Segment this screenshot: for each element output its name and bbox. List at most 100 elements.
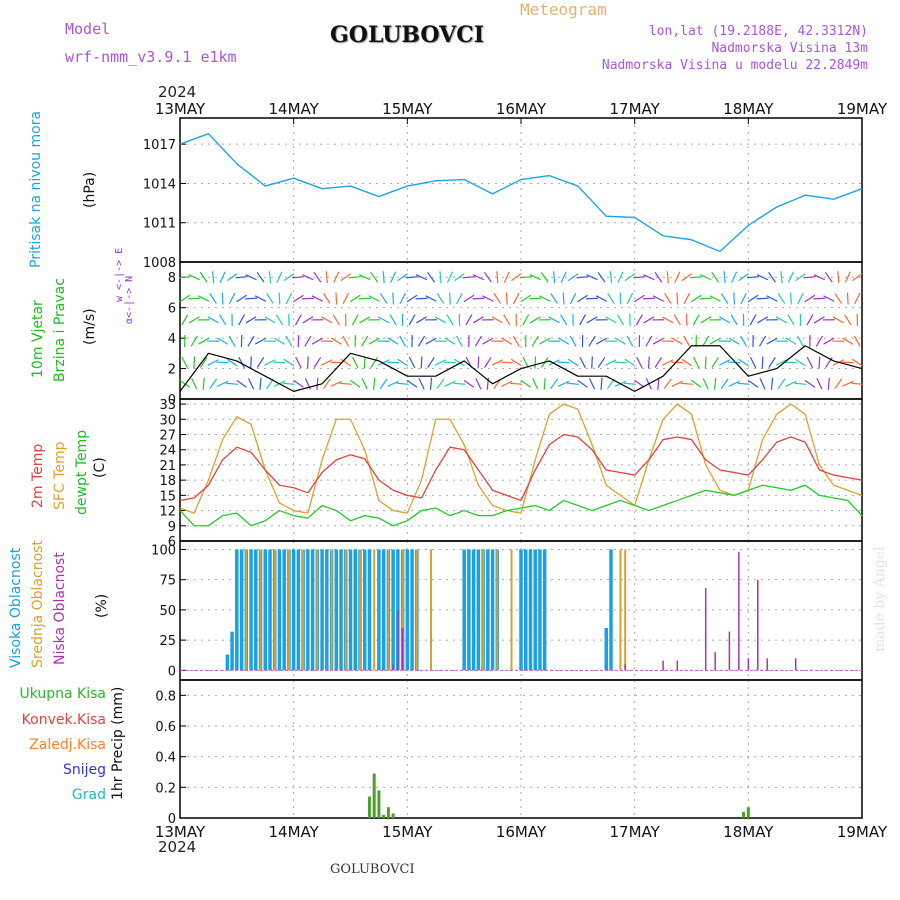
wind-barb bbox=[768, 357, 776, 368]
wind-ytick-label: 2 bbox=[168, 363, 176, 378]
cloud-bar-1 bbox=[387, 549, 390, 671]
wind-barb bbox=[247, 378, 255, 390]
wind-barb bbox=[787, 271, 795, 283]
wind-barb bbox=[283, 273, 295, 282]
temp-label-sfc: SFC Temp bbox=[52, 441, 68, 510]
year-top: 2024 bbox=[158, 83, 197, 101]
cloud-ytick-label: 100 bbox=[151, 543, 176, 558]
cloud-bar-0 bbox=[348, 549, 353, 671]
wind-barb bbox=[378, 359, 390, 366]
wind-barb bbox=[652, 337, 664, 345]
wind-barb bbox=[256, 357, 265, 368]
wind-barb bbox=[358, 297, 371, 300]
wind-barb bbox=[512, 335, 520, 347]
wind-barb bbox=[846, 292, 849, 305]
wind-barb bbox=[379, 378, 388, 390]
wind-barb bbox=[387, 361, 400, 364]
wind-barb bbox=[834, 378, 843, 390]
cloud-bar-0 bbox=[467, 549, 471, 671]
wind-barb bbox=[399, 292, 406, 305]
wind-barb bbox=[349, 379, 361, 388]
wind-barb bbox=[503, 314, 511, 326]
cloud-bar-2 bbox=[766, 658, 769, 671]
wind-barb bbox=[548, 359, 560, 366]
wind-barb bbox=[505, 292, 508, 305]
precip-bar bbox=[372, 773, 376, 818]
wind-barb bbox=[491, 359, 503, 366]
wind-barb bbox=[436, 378, 445, 390]
cloud-bar-0 bbox=[306, 549, 310, 671]
precip-ytick-label: 0.4 bbox=[155, 751, 176, 766]
year-bottom: 2024 bbox=[158, 838, 197, 856]
wind-barb bbox=[361, 335, 369, 347]
wind-barb bbox=[293, 294, 304, 303]
wind-barb bbox=[671, 361, 684, 364]
wind-barb bbox=[285, 292, 293, 305]
wind-barb bbox=[680, 382, 693, 385]
wind-barb bbox=[766, 295, 778, 302]
wind-barb bbox=[699, 297, 712, 300]
wind-barb bbox=[700, 274, 712, 281]
wind-barb bbox=[439, 271, 442, 284]
wind-barb bbox=[851, 382, 864, 385]
wind-barb bbox=[615, 337, 626, 345]
wind-barb bbox=[550, 293, 558, 304]
wind-barb bbox=[823, 337, 835, 345]
wind-barb bbox=[179, 379, 190, 388]
wind-barb bbox=[397, 273, 408, 282]
wind-barb bbox=[285, 335, 293, 347]
cloud-bar-0 bbox=[391, 549, 395, 671]
wind-barb bbox=[254, 295, 267, 302]
wind-barb bbox=[837, 271, 840, 284]
wind-barb bbox=[264, 359, 276, 366]
wind-barb bbox=[522, 356, 529, 369]
wind-barb bbox=[313, 357, 322, 368]
wind-barb bbox=[420, 356, 423, 369]
wind-barb bbox=[834, 293, 843, 304]
legend-total: Ukupna Kisa bbox=[19, 686, 106, 702]
temp-ytick-label: 30 bbox=[159, 413, 176, 428]
precip-bar bbox=[367, 796, 371, 818]
cloud-bar-2 bbox=[662, 660, 664, 671]
wind-barb bbox=[511, 273, 522, 282]
date-label-top: 13MAY bbox=[155, 100, 206, 118]
model-elevation: Nadmorska Visina u modelu 22.2849m bbox=[601, 58, 868, 73]
wind-barb bbox=[842, 337, 854, 345]
wind-barb bbox=[250, 356, 252, 369]
wind-barb bbox=[359, 274, 371, 281]
wind-barb bbox=[775, 359, 788, 366]
date-label-bottom: 17MAY bbox=[610, 823, 661, 841]
wind-barb bbox=[579, 314, 587, 326]
wind-barb bbox=[436, 293, 445, 304]
wind-barb bbox=[579, 356, 586, 369]
wind-ytick-label: 6 bbox=[168, 302, 176, 317]
wind-barb bbox=[266, 293, 274, 304]
wind-barb bbox=[179, 294, 191, 303]
temp-label-2m: 2m Temp bbox=[30, 443, 46, 508]
wind-barb bbox=[245, 297, 258, 300]
date-label-bottom: 15MAY bbox=[382, 823, 433, 841]
wind-barb bbox=[408, 314, 416, 326]
wind-barb bbox=[624, 358, 636, 367]
wind-barb bbox=[663, 378, 672, 390]
wind-barb bbox=[472, 316, 484, 324]
wind-barb bbox=[740, 292, 747, 305]
cloud-bar-0 bbox=[334, 549, 339, 671]
date-label-top: 16MAY bbox=[496, 100, 547, 118]
wind-barb bbox=[292, 276, 305, 279]
wind-barb bbox=[671, 380, 683, 387]
wind-barb bbox=[226, 382, 239, 385]
wind-barb bbox=[198, 337, 210, 345]
wind-barb bbox=[702, 378, 709, 390]
wind-barb bbox=[634, 379, 645, 388]
wind-frame bbox=[179, 261, 863, 400]
precip-bar bbox=[746, 807, 750, 818]
wind-barb bbox=[785, 337, 797, 345]
wind-barb bbox=[719, 359, 731, 366]
wind-barb bbox=[443, 361, 456, 364]
cloud-bar-2 bbox=[714, 652, 716, 671]
watermark: made by Angel bbox=[872, 546, 888, 653]
wind-barb bbox=[647, 356, 650, 369]
wind-barb bbox=[340, 358, 352, 367]
wind-barb bbox=[832, 316, 844, 324]
